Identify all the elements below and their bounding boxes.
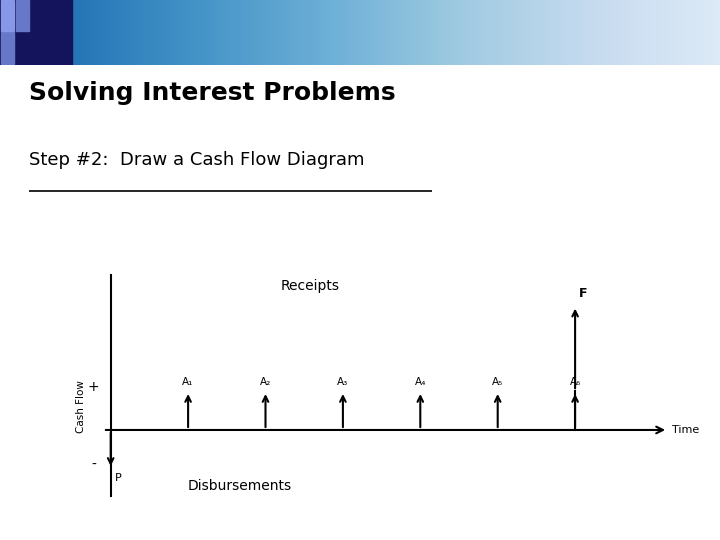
Text: A₁: A₁ [182,376,194,387]
Text: Disbursements: Disbursements [188,479,292,493]
Text: Time: Time [672,425,699,435]
Text: A₄: A₄ [415,376,426,387]
Text: A₃: A₃ [337,376,348,387]
Text: A₅: A₅ [492,376,503,387]
Text: P: P [114,472,121,483]
Text: -: - [91,458,96,472]
Text: F: F [579,287,588,300]
Text: Step #2:  Draw a Cash Flow Diagram: Step #2: Draw a Cash Flow Diagram [29,151,364,169]
Text: A₂: A₂ [260,376,271,387]
Bar [0,0,72,65]
Text: Cash Flow: Cash Flow [76,380,86,433]
Bar [1,0,14,31]
Bar [16,0,29,31]
Text: +: + [88,380,99,394]
Text: Solving Interest Problems: Solving Interest Problems [29,81,395,105]
Text: Receipts: Receipts [281,279,340,293]
Text: A₆: A₆ [570,376,581,387]
Bar [1,32,14,64]
